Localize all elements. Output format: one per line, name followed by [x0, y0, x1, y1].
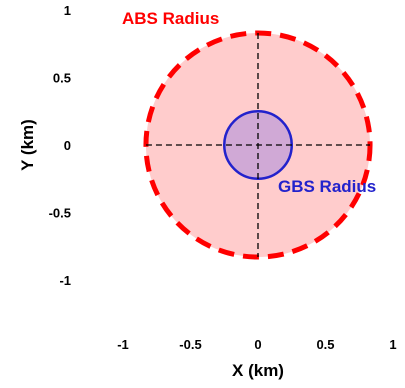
abs-radius-label: ABS Radius — [122, 9, 219, 28]
x-tick-labels: -1 -0.5 0 0.5 1 — [117, 337, 396, 352]
x-axis-label: X (km) — [232, 361, 284, 380]
y-axis-label: Y (km) — [18, 119, 37, 171]
y-tick-label: 0 — [64, 138, 71, 153]
x-tick-label: 0 — [254, 337, 261, 352]
x-tick-label: -0.5 — [179, 337, 201, 352]
gbs-radius-label: GBS Radius — [278, 177, 376, 196]
x-tick-label: -1 — [117, 337, 129, 352]
crosshair-layer — [145, 32, 371, 258]
y-tick-label: 0.5 — [53, 71, 71, 86]
y-tick-label: 1 — [64, 3, 71, 18]
x-tick-label: 1 — [389, 337, 396, 352]
y-tick-labels: 1 0.5 0 -0.5 -1 — [49, 3, 71, 288]
x-tick-label: 0.5 — [316, 337, 334, 352]
y-tick-label: -1 — [59, 273, 71, 288]
y-tick-label: -0.5 — [49, 206, 71, 221]
